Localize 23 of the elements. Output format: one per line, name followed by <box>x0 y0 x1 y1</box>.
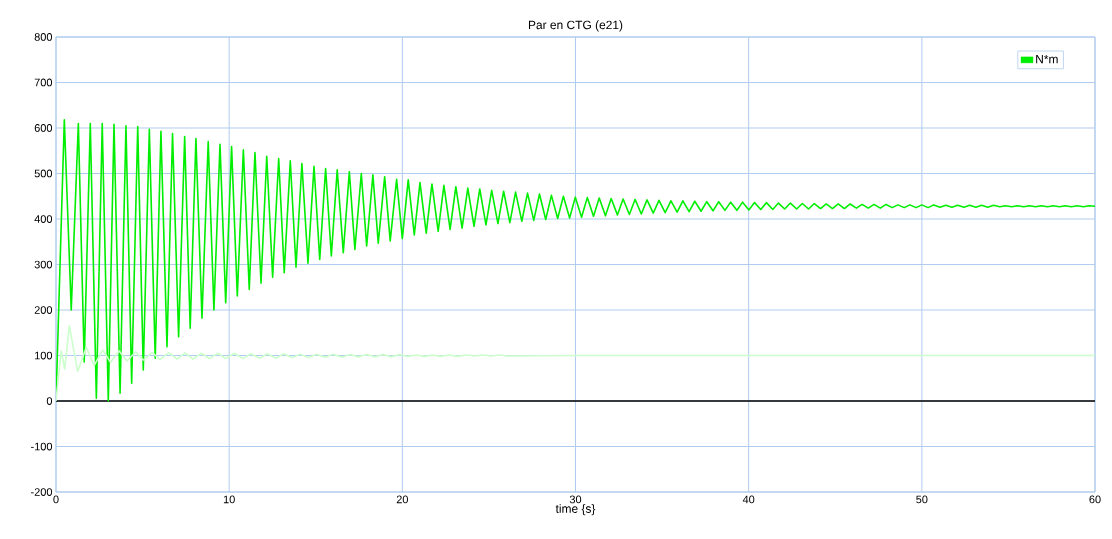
x-axis-title: time {s} <box>555 504 596 516</box>
line-series <box>56 325 1095 402</box>
y-tick-label: 500 <box>34 169 53 178</box>
x-tick-label: 50 <box>916 495 928 504</box>
y-tick-label: 600 <box>34 124 53 132</box>
y-tick-label: 200 <box>34 306 53 314</box>
x-tick-label: 40 <box>742 495 755 504</box>
x-tick-label: 60 <box>1089 495 1101 504</box>
legend-label: N*m <box>1036 55 1058 64</box>
x-tick-label: 30 <box>569 495 582 504</box>
y-tick-label: 700 <box>34 78 53 87</box>
x-tick-label: 20 <box>396 495 408 504</box>
y-tick-label: 400 <box>34 215 53 223</box>
y-tick-label: -200 <box>31 488 53 496</box>
chart-title: Par en CTG (e21) <box>528 20 623 32</box>
y-tick-label: 800 <box>34 33 53 41</box>
line-series <box>56 119 1095 402</box>
y-tick-label: 0 <box>46 397 53 405</box>
y-tick-label: 300 <box>34 260 53 269</box>
x-tick-label: 0 <box>53 495 59 504</box>
y-tick-label: 100 <box>35 351 53 360</box>
y-tick-label: -100 <box>31 442 53 451</box>
x-tick-label: 10 <box>223 495 235 504</box>
